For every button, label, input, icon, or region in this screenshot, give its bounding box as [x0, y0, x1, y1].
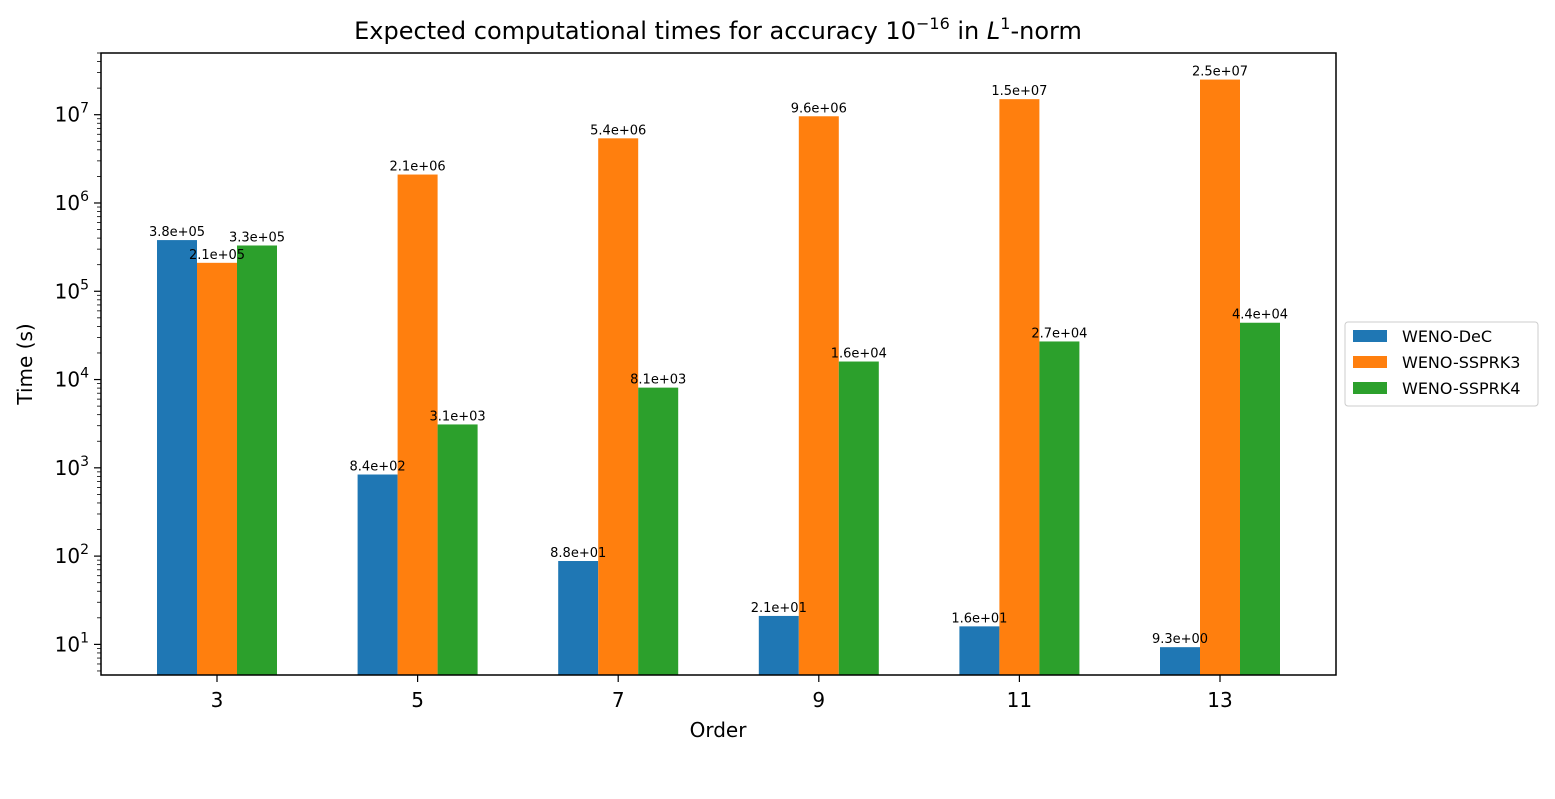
- legend-label-weno-ssprk4: WENO-SSPRK4: [1402, 379, 1520, 398]
- bar-weno-ssprk4-order-5: [437, 424, 478, 675]
- data-label-weno-ssprk4-order-7: 8.1e+03: [630, 373, 686, 388]
- y-tick-base: 10: [55, 368, 80, 392]
- data-label-weno-ssprk3-order-9: 9.6e+06: [791, 101, 847, 116]
- bar-weno-ssprk3-order-13: [1200, 79, 1240, 675]
- data-label-weno-ssprk3-order-7: 5.4e+06: [590, 123, 646, 138]
- x-tick-label: 13: [1207, 688, 1232, 712]
- y-tick-exponent: 6: [80, 189, 89, 205]
- legend-swatch-weno-ssprk4: [1353, 382, 1387, 394]
- title-main: Expected computational times for accurac…: [354, 17, 916, 45]
- y-tick-exponent: 2: [80, 542, 89, 558]
- bar-weno-dec-order-3: [157, 240, 197, 675]
- y-tick-base: 10: [55, 279, 80, 303]
- y-tick-exponent: 3: [80, 454, 89, 470]
- x-tick-label: 7: [612, 688, 625, 712]
- y-tick-exponent: 4: [80, 366, 89, 382]
- data-label-weno-dec-order-7: 8.8e+01: [550, 546, 606, 561]
- legend-label-weno-ssprk3: WENO-SSPRK3: [1402, 353, 1520, 372]
- y-tick-label: 104: [55, 366, 89, 392]
- data-label-weno-dec-order-3: 3.8e+05: [149, 225, 205, 240]
- legend: WENO-DeC WENO-SSPRK3 WENO-SSPRK4: [1344, 321, 1539, 407]
- y-tick-exponent: 1: [80, 630, 89, 646]
- y-tick-label: 107: [55, 101, 89, 127]
- x-axis-label: Order: [690, 718, 748, 742]
- y-tick-label: 102: [55, 542, 89, 568]
- data-label-weno-dec-order-11: 1.6e+01: [951, 611, 1007, 626]
- y-tick-label: 101: [55, 630, 89, 656]
- data-label-weno-ssprk3-order-13: 2.5e+07: [1192, 65, 1248, 80]
- data-label-weno-ssprk4-order-5: 3.1e+03: [430, 409, 486, 424]
- bar-weno-ssprk3-order-7: [598, 138, 639, 676]
- y-tick-exponent: 5: [80, 277, 89, 293]
- data-label-weno-dec-order-5: 8.4e+02: [350, 460, 406, 475]
- bar-weno-dec-order-11: [959, 626, 1000, 675]
- data-label-weno-ssprk4-order-9: 1.6e+04: [831, 347, 887, 362]
- y-tick-base: 10: [55, 456, 80, 480]
- legend-swatch-weno-dec: [1353, 330, 1387, 342]
- x-tick-label: 5: [411, 688, 424, 712]
- data-label-weno-ssprk4-order-11: 2.7e+04: [1031, 326, 1087, 341]
- x-ticks-layer: 3 5 7 9 11 13: [211, 675, 1233, 712]
- title-end: -norm: [1010, 17, 1081, 45]
- x-tick-label: 9: [812, 688, 825, 712]
- y-tick-base: 10: [55, 544, 80, 568]
- data-label-weno-ssprk3-order-3: 2.1e+05: [189, 248, 245, 263]
- y-tick-label: 106: [55, 189, 89, 215]
- chart-title: Expected computational times for accurac…: [354, 14, 1082, 45]
- title-variable: L: [987, 17, 1000, 45]
- bar-weno-dec-order-7: [558, 561, 599, 675]
- x-tick-label: 11: [1007, 688, 1032, 712]
- y-tick-base: 10: [55, 103, 80, 127]
- data-label-weno-ssprk4-order-13: 4.4e+04: [1232, 308, 1288, 323]
- data-label-weno-ssprk4-order-3: 3.3e+05: [229, 230, 285, 245]
- y-tick-base: 10: [55, 191, 80, 215]
- data-label-weno-ssprk3-order-5: 2.1e+06: [390, 160, 446, 175]
- bar-weno-dec-order-9: [758, 615, 799, 675]
- bar-weno-ssprk3-order-9: [798, 116, 839, 676]
- data-label-weno-ssprk3-order-11: 1.5e+07: [991, 84, 1047, 99]
- bar-weno-ssprk3-order-3: [197, 262, 237, 675]
- x-tick-label: 3: [211, 688, 224, 712]
- bar-weno-ssprk4-order-3: [237, 245, 277, 675]
- title-mid: in: [950, 17, 987, 45]
- data-label-weno-dec-order-13: 9.3e+00: [1152, 632, 1208, 647]
- y-tick-base: 10: [55, 632, 80, 656]
- plot-frame: [100, 52, 1337, 676]
- bar-weno-ssprk4-order-7: [638, 387, 679, 675]
- legend-label-weno-dec: WENO-DeC: [1402, 327, 1492, 346]
- y-tick-label: 103: [55, 454, 89, 480]
- bars-layer: [157, 79, 1280, 676]
- y-tick-label: 105: [55, 277, 89, 303]
- bar-weno-ssprk4-order-9: [838, 361, 879, 675]
- y-tick-exponent: 7: [80, 101, 89, 117]
- data-labels-layer: 3.8e+05 2.1e+05 3.3e+05 8.4e+02 2.1e+06 3.1e+…: [149, 65, 1288, 648]
- bar-weno-ssprk3-order-5: [397, 174, 438, 675]
- title-variable-exponent: 1: [1000, 14, 1010, 33]
- bar-weno-dec-order-13: [1160, 647, 1200, 675]
- y-axis-label: Time (s): [13, 323, 37, 405]
- legend-frame: [1344, 321, 1539, 407]
- bar-weno-ssprk3-order-11: [999, 99, 1040, 675]
- bar-weno-ssprk4-order-11: [1039, 341, 1080, 675]
- title-exponent: −16: [916, 14, 950, 33]
- bar-weno-ssprk4-order-13: [1240, 322, 1280, 675]
- data-label-weno-dec-order-9: 2.1e+01: [751, 601, 807, 616]
- bar-weno-dec-order-5: [357, 474, 398, 675]
- legend-swatch-weno-ssprk3: [1353, 356, 1387, 368]
